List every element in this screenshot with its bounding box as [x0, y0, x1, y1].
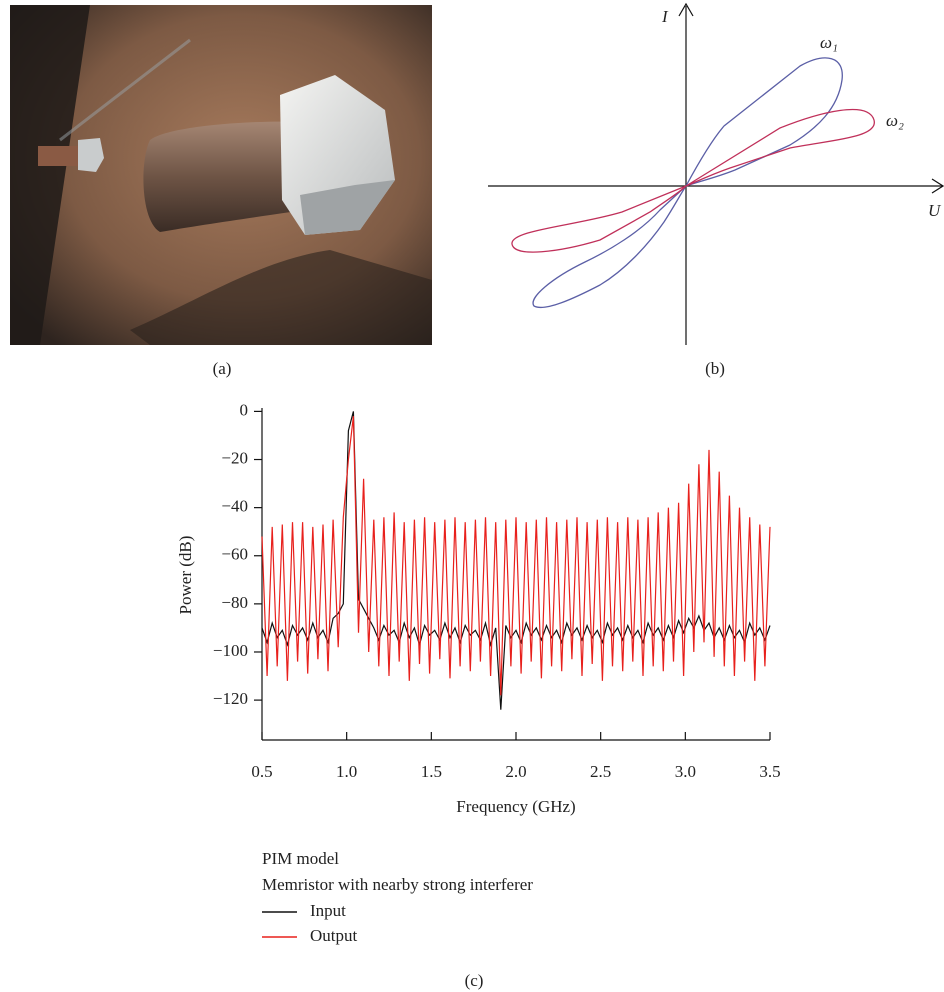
- x-tick-label: 3.5: [759, 762, 780, 781]
- y-tick-label: −20: [221, 448, 248, 467]
- diagram: I U ω₁ ω₂: [488, 2, 944, 345]
- y-tick-label: −40: [221, 497, 248, 516]
- arrow: [678, 2, 694, 17]
- caption: (b): [705, 359, 725, 378]
- caption: (c): [465, 971, 484, 990]
- x-tick-label: 3.0: [675, 762, 696, 781]
- y-axis-label: Power (dB): [176, 536, 195, 615]
- legend-title: PIM model: [262, 849, 339, 868]
- curve-label: ω₁: [820, 33, 838, 52]
- series-line: [261, 411, 771, 710]
- y-tick-label: −80: [221, 593, 248, 612]
- axis-label: U: [928, 201, 942, 220]
- x-tick-label: 1.0: [336, 762, 357, 781]
- y-tick-label: 0: [240, 400, 249, 419]
- axis-label: I: [661, 7, 669, 26]
- arrow: [931, 178, 944, 194]
- x-tick-label: 0.5: [251, 762, 272, 781]
- curve-label: ω₂: [886, 111, 904, 130]
- y-tick-label: −60: [221, 545, 248, 564]
- legend-label: Input: [310, 901, 346, 920]
- y-tick-label: −120: [213, 689, 248, 708]
- loop: [511, 108, 875, 253]
- y-tick-label: −100: [213, 641, 248, 660]
- caption: (a): [213, 359, 232, 378]
- legend-subtitle: Memristor with nearby strong interferer: [262, 875, 533, 894]
- x-tick-label: 2.0: [505, 762, 526, 781]
- chart: Power (dB) Frequency (GHz) PIM model Mem…: [176, 400, 781, 945]
- x-tick-label: 2.5: [590, 762, 611, 781]
- x-axis-label: Frequency (GHz): [456, 797, 575, 816]
- loop: [532, 57, 843, 308]
- x-tick-label: 1.5: [421, 762, 442, 781]
- legend-label: Output: [310, 926, 358, 945]
- series-line: [261, 416, 771, 696]
- photo: [10, 5, 432, 345]
